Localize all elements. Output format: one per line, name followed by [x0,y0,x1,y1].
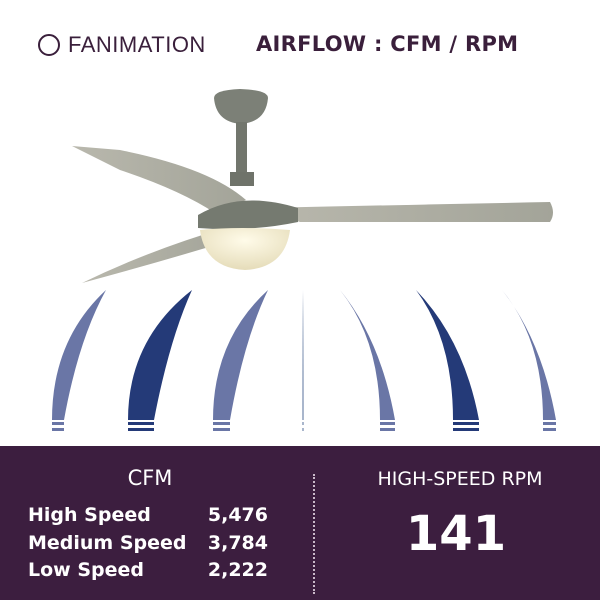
cfm-row-high: High Speed 5,476 [28,502,268,530]
airflow-stripe [380,428,395,431]
airflow-arrow [302,290,304,420]
airflow-stripe [302,428,304,431]
cfm-value: 2,222 [207,559,268,581]
cfm-table: High Speed 5,476 Medium Speed 3,784 Low Sp… [28,502,268,585]
airflow-stripe [543,422,556,425]
rpm-title: HIGH-SPEED RPM [377,468,543,490]
airflow-stripe [543,428,556,431]
fanimation-logo-icon [38,34,60,56]
brand-name: FANIMATION [68,32,206,57]
cfm-label: High Speed [28,504,151,526]
header: FANIMATION AIRFLOW : CFM / RPM [0,30,600,62]
airflow-arrow [52,290,106,420]
cfm-title: CFM [127,466,173,490]
airflow-arrow [213,290,268,420]
cfm-value: 3,784 [207,531,268,554]
cfm-row-low: Low Speed 2,222 [28,557,268,585]
airflow-stripe [453,428,479,431]
airflow-stripe [52,428,64,431]
airflow-stripe [302,422,304,425]
airflow-stripe [453,422,479,425]
airflow-stripe [213,428,230,431]
airflow-stripe [128,422,154,425]
dotted-divider [313,474,315,594]
airflow-arrow [128,290,192,420]
specs-panel: CFM High Speed 5,476 Medium Speed 3,784 Lo… [0,446,600,600]
cfm-row-medium: Medium Speed 3,784 [28,530,268,558]
airflow-stripe [128,428,154,431]
rpm-value: 141 [405,506,507,562]
airflow-arrow [416,290,479,420]
airflow-arrow [340,290,395,420]
ceiling-fan-image [72,89,553,283]
cfm-value: 5,476 [207,504,268,526]
fan-illustration [52,89,556,431]
cfm-label: Medium Speed [28,531,187,554]
brand-logo: FANIMATION [38,32,206,58]
airflow-arrow [502,290,556,420]
airflow-stripe [380,422,395,425]
airflow-stripe [213,422,230,425]
cfm-label: Low Speed [28,559,144,581]
page-title: AIRFLOW : CFM / RPM [256,32,519,56]
airflow-stripe [52,422,64,425]
